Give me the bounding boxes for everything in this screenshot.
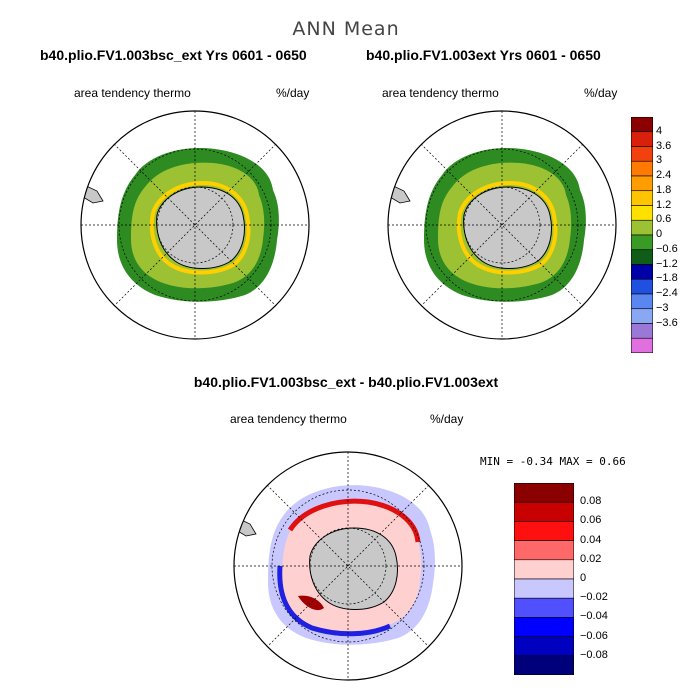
colorbar-bottom-tick-label: −0.06 [580,629,608,642]
colorbar-top-swatch [631,293,653,310]
colorbar-bottom-swatch [514,597,574,618]
colorbar-top-tick-label: 0 [656,228,663,240]
map-right-ice-edge [456,180,558,275]
colorbar-top-tick-label: 1.8 [656,183,672,196]
colorbar-top-swatch [631,160,653,177]
colorbar-top-swatch [631,323,653,339]
map-left-border [80,110,310,340]
colorbar-top-swatch [631,264,653,280]
colorbar-bottom-swatch [514,617,574,637]
colorbar-top-tick-label: −3.6 [656,316,678,329]
colorbar-top-tick-label: 3 [656,154,663,167]
difference-min-max: MIN = -0.34 MAX = 0.66 [480,455,626,468]
difference-variable: area tendency thermo [230,412,347,426]
colorbar-top-tick-label: 2.4 [656,169,672,181]
colorbar-bottom-tick-label: 0.06 [580,514,602,527]
difference-title: b40.plio.FV1.003bsc_ext - b40.plio.FV1.0… [193,374,499,390]
main-title: ANN Mean [292,18,400,40]
panel-right-title: b40.plio.FV1.003ext Yrs 0601 - 0650 [366,47,601,63]
panel-right-units: %/day [584,86,618,100]
colorbar-top-swatch [631,190,653,206]
colorbar-top-swatch [631,205,653,221]
panel-left-variable: area tendency thermo [74,86,191,100]
map-difference-red-band [287,498,421,543]
map-right-border [387,110,617,340]
colorbar-bottom-swatch [514,483,574,503]
colorbar-top-swatch [631,234,653,251]
colorbar-bottom-tick-label: 0.08 [580,495,602,508]
map-right-antarctica [463,186,552,269]
colorbar-bottom [514,483,574,675]
map-right [387,110,617,340]
colorbar-top-swatch [631,308,653,324]
colorbar-bottom-tick-label: −0.02 [580,591,608,604]
colorbar-bottom-swatch [514,655,574,675]
colorbar-top-swatch [631,175,653,192]
colorbar-top-tick-label: 4 [656,124,663,137]
map-left [80,110,310,340]
map-difference-darkred-patch [298,595,324,611]
colorbar-top-tick-label: −1.2 [656,257,678,270]
panel-right-variable: area tendency thermo [382,86,499,100]
colorbar-bottom-swatch [514,578,574,599]
colorbar-top-tick-label: −3 [656,301,669,314]
colorbar-bottom-tick-label: 0.02 [580,552,602,565]
difference-units: %/day [430,412,464,426]
colorbar-top-swatch [631,278,653,295]
colorbar-top-swatch [631,146,653,162]
colorbar-top-tick-label: −2.4 [656,287,678,299]
colorbar-bottom-swatch [514,636,574,657]
colorbar-top-swatch [631,117,653,133]
colorbar-bottom-swatch [514,540,574,561]
colorbar-top-tick-label: 3.6 [656,139,672,152]
map-difference-blue-band [277,565,392,637]
map-left-antarctica [156,186,245,269]
colorbar-top-swatch [631,249,653,265]
colorbar-bottom-tick-label: −0.04 [580,610,608,623]
map-difference-border [233,451,463,681]
colorbar-top-tick-label: −0.6 [656,242,678,255]
colorbar-top-tick-label: 0.6 [656,213,672,226]
colorbar-bottom-swatch [514,521,574,541]
colorbar-bottom-swatch [514,501,574,522]
map-left-ice-edge [149,180,251,275]
colorbar-top-swatch [631,337,653,353]
map-right-graticule [388,111,616,339]
colorbar-top [631,117,653,353]
colorbar-top-swatch [631,131,653,147]
colorbar-top-tick-label: −1.8 [656,272,678,285]
colorbar-top-tick-label: 1.2 [656,198,672,211]
map-difference-antarctica [309,527,398,610]
panel-left-title: b40.plio.FV1.003bsc_ext Yrs 0601 - 0650 [40,47,307,63]
map-difference [233,451,463,681]
panel-left-units: %/day [276,86,310,100]
map-difference-graticule [234,452,462,680]
colorbar-bottom-tick-label: 0 [580,572,587,584]
colorbar-bottom-tick-label: 0.04 [580,533,602,546]
colorbar-top-swatch [631,219,653,236]
colorbar-bottom-swatch [514,559,574,580]
colorbar-bottom-tick-label: −0.08 [580,648,608,661]
map-left-graticule [81,111,309,339]
